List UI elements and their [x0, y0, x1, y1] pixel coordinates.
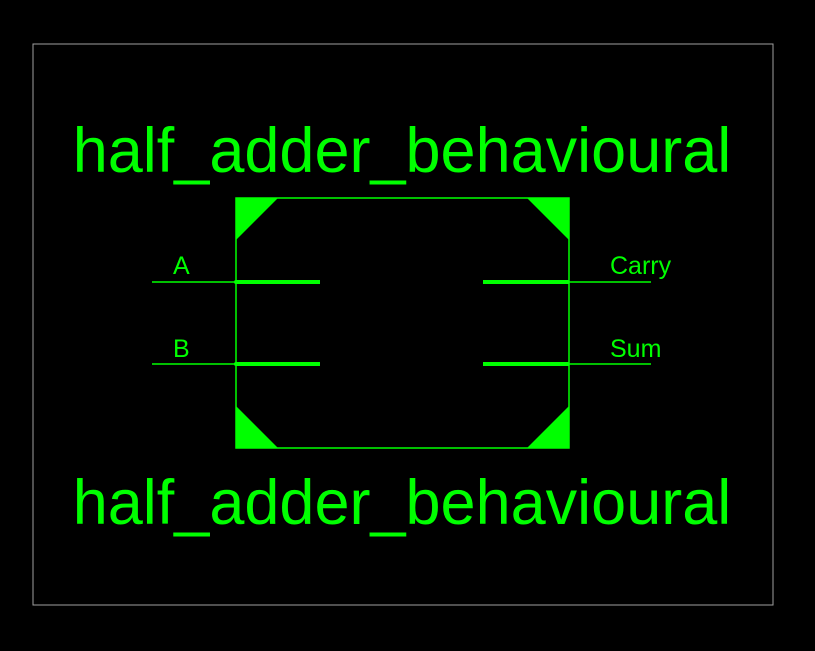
symbol-name-top: half_adder_behavioural — [73, 116, 732, 186]
pin-b-junction — [234, 362, 238, 366]
corner-marker-top-left — [236, 198, 278, 240]
corner-marker-bottom-left — [236, 406, 278, 448]
symbol-outline — [235, 197, 570, 449]
input-pin-b[interactable]: B — [152, 335, 320, 366]
pin-carry-label: Carry — [610, 252, 672, 280]
corner-marker-top-right — [527, 198, 569, 240]
corner-marker-bottom-right — [527, 406, 569, 448]
symbol-body[interactable] — [235, 197, 570, 449]
pin-a-junction — [234, 280, 238, 284]
symbol-name-bottom: half_adder_behavioural — [73, 468, 732, 538]
pin-sum-label: Sum — [610, 335, 661, 363]
output-pin-sum[interactable]: Sum — [483, 335, 661, 366]
pin-a-label: A — [173, 252, 190, 280]
pin-b-label: B — [173, 335, 190, 363]
sheet-frame — [32, 43, 774, 606]
input-pin-a[interactable]: A — [152, 252, 320, 284]
output-pin-carry[interactable]: Carry — [483, 252, 672, 284]
